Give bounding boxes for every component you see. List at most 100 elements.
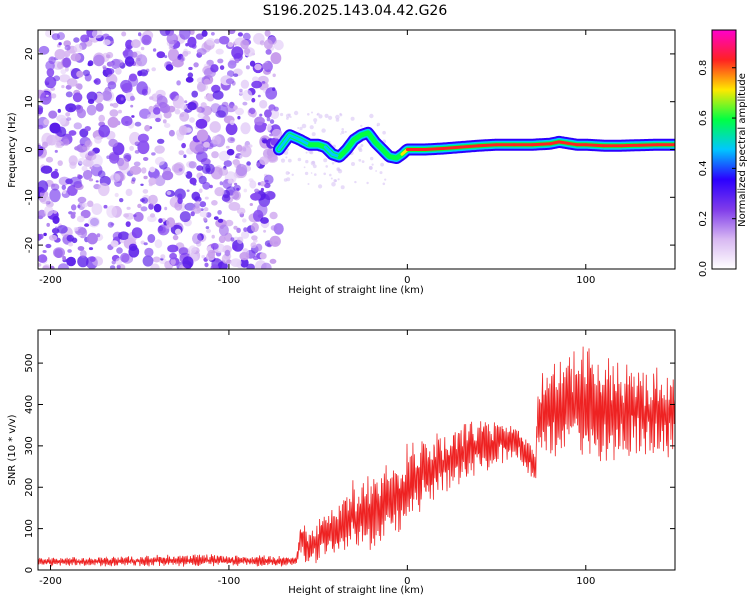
snr-x-label: Height of straight line (km) (288, 585, 424, 596)
noise-blob (43, 118, 50, 126)
noise-blob (88, 216, 100, 228)
noise-blob (80, 209, 91, 219)
noise-blob (116, 247, 123, 254)
noise-speck (291, 173, 294, 176)
noise-blob (102, 66, 107, 70)
noise-blob (68, 155, 78, 166)
noise-blob (177, 55, 182, 61)
noise-blob (107, 116, 119, 128)
noise-blob (110, 173, 121, 183)
noise-blob (174, 108, 181, 115)
noise-blob (206, 93, 215, 102)
noise-blob (140, 206, 148, 212)
noise-speck (371, 163, 374, 166)
noise-blob (167, 244, 179, 253)
noise-speck (323, 172, 327, 176)
noise-blob (181, 142, 187, 149)
x-tick-label: 0 (404, 275, 410, 286)
noise-blob (230, 258, 242, 267)
noise-blob (226, 148, 235, 156)
noise-blob (196, 165, 204, 171)
noise-blob (267, 123, 272, 127)
noise-speck (305, 159, 309, 164)
noise-blob (69, 107, 73, 111)
noise-blob (254, 188, 260, 193)
noise-blob (223, 160, 232, 167)
noise-speck (360, 144, 364, 147)
noise-blob (172, 234, 179, 241)
noise-speck (304, 171, 309, 176)
noise-blob (107, 81, 117, 90)
noise-blob (113, 59, 124, 67)
y-tick-label: 0 (24, 146, 35, 152)
noise-blob (166, 217, 176, 228)
noise-blob (42, 250, 47, 253)
noise-blob (196, 107, 202, 113)
noise-speck (303, 166, 306, 169)
noise-speck (382, 130, 386, 135)
noise-blob (260, 217, 269, 224)
ridge-core-segment (373, 140, 384, 151)
noise-blob (88, 178, 94, 182)
noise-blob (192, 206, 202, 214)
noise-blob (218, 35, 230, 45)
noise-blob (240, 145, 252, 158)
noise-blob (65, 112, 71, 117)
noise-blob (84, 126, 91, 132)
noise-blob (261, 62, 271, 70)
noise-blob (210, 264, 220, 269)
noise-blob (53, 210, 58, 214)
noise-blob (68, 130, 77, 136)
noise-blob (177, 193, 183, 200)
noise-blob (73, 122, 83, 130)
colorbar-tick-label: 0.8 (698, 60, 709, 76)
noise-blob (250, 222, 259, 233)
noise-blob (79, 250, 87, 258)
noise-blob (56, 114, 67, 122)
noise-blob (77, 196, 87, 204)
noise-blob (166, 191, 172, 195)
noise-blob (73, 44, 83, 53)
noise-blob (166, 33, 178, 45)
noise-blob (66, 256, 76, 267)
noise-blob (38, 180, 49, 193)
noise-blob (133, 211, 144, 222)
signal-ridge (272, 126, 675, 164)
x-tick-label: -200 (39, 275, 62, 286)
noise-blob (62, 189, 67, 195)
noise-blob (240, 79, 250, 89)
noise-blob (148, 177, 157, 186)
noise-blob (191, 90, 198, 98)
noise-blob (64, 44, 71, 51)
noise-blob (240, 122, 251, 135)
noise-blob (154, 175, 166, 187)
noise-blob (82, 202, 88, 208)
noise-blob (91, 203, 103, 216)
noise-blob (194, 196, 202, 203)
noise-blob (188, 66, 193, 71)
noise-blob (176, 80, 181, 86)
noise-blob (42, 264, 51, 269)
noise-speck (361, 160, 365, 164)
noise-blob (112, 102, 119, 108)
noise-blob (202, 181, 211, 190)
noise-blob (165, 64, 174, 71)
noise-speck (287, 158, 292, 163)
noise-blob (271, 128, 283, 139)
noise-speck (376, 122, 381, 127)
noise-blob (76, 215, 85, 223)
noise-blob (89, 166, 93, 170)
noise-blob (162, 119, 167, 124)
noise-blob (133, 214, 137, 218)
noise-blob (61, 184, 66, 190)
noise-speck (333, 179, 337, 183)
noise-blob (210, 242, 219, 250)
noise-blob (260, 187, 264, 192)
noise-blob (236, 207, 246, 215)
noise-speck (318, 184, 323, 189)
colorbar-tick-label: 0.6 (698, 110, 709, 126)
noise-speck (293, 110, 299, 116)
noise-blob (136, 81, 148, 95)
noise-blob (77, 174, 83, 180)
